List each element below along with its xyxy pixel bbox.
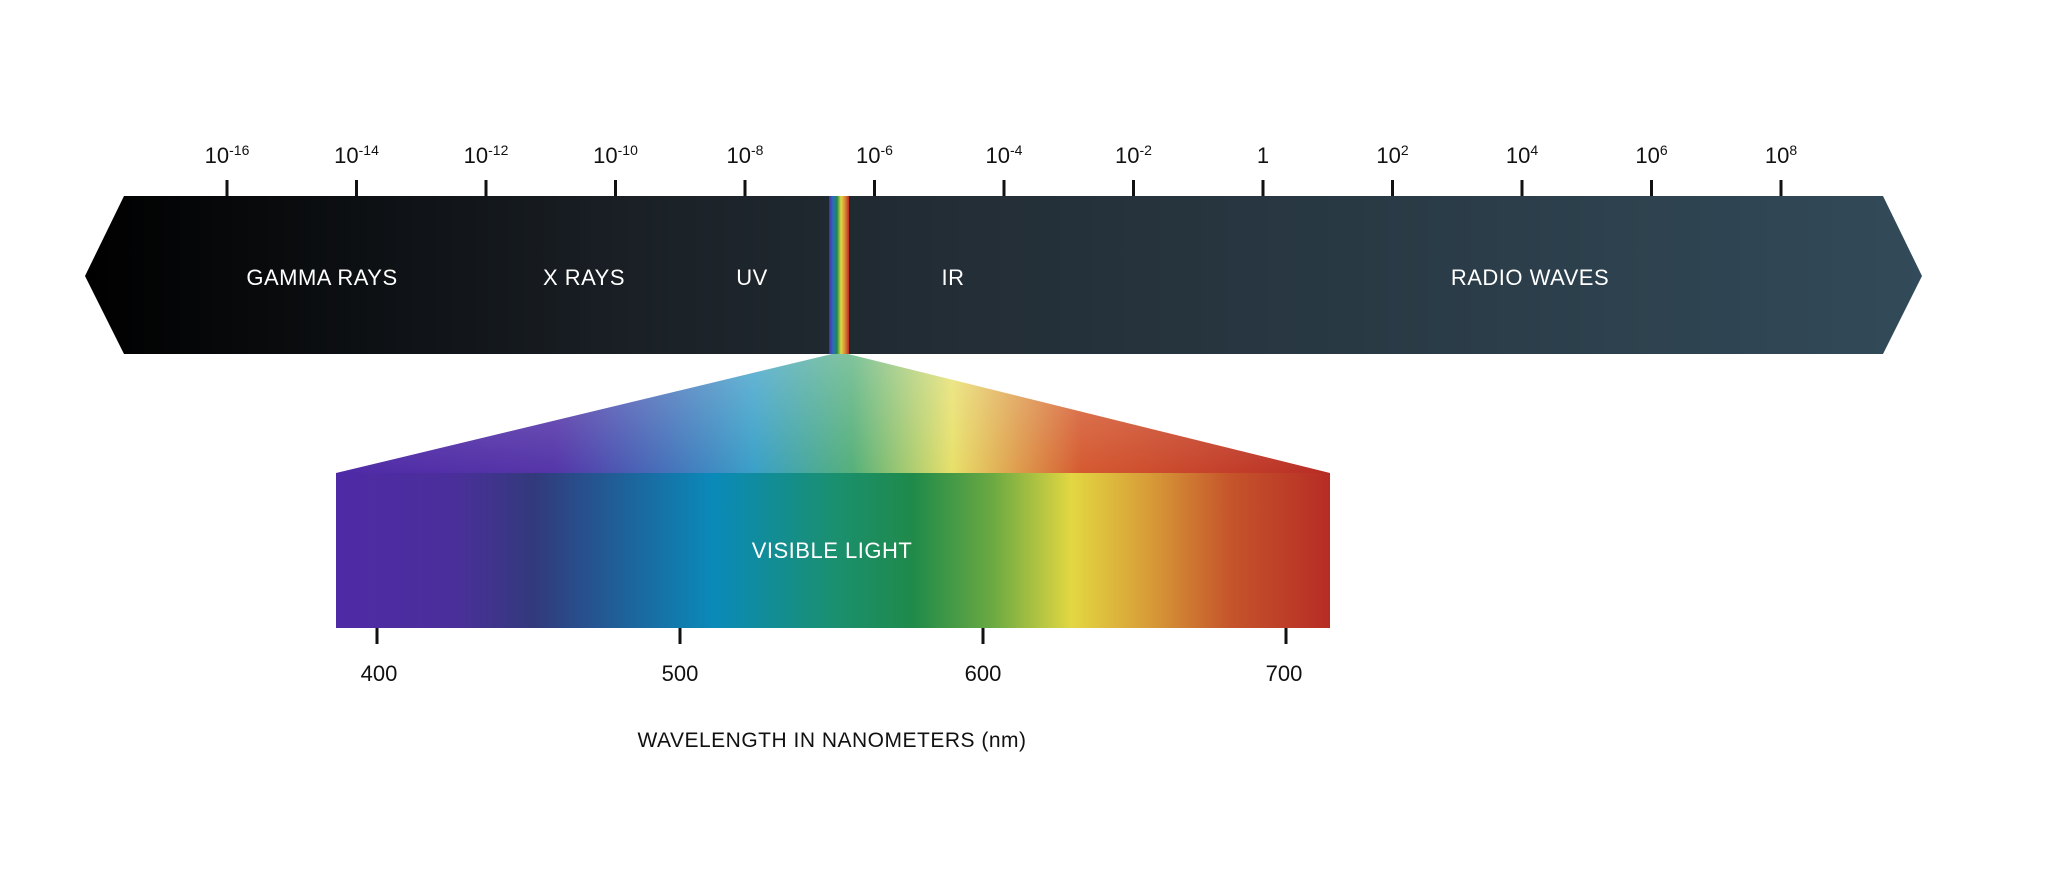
axis-title: WAVELENGTH IN NANOMETERS (nm) [637, 729, 1026, 752]
nm-tick-label-400: 400 [361, 661, 398, 686]
scale-tick-label: 10-12 [464, 142, 509, 168]
scale-tick-label: 104 [1506, 142, 1538, 168]
nm-tick-label-600: 600 [965, 661, 1002, 686]
scale-tick-label: 1 [1257, 143, 1269, 168]
scale-tick-label: 10-10 [593, 142, 638, 168]
visible-light-band [336, 473, 1330, 628]
scale-tick-label: 10-14 [334, 142, 379, 168]
spectrum-bar [85, 196, 1922, 354]
visible-light-fan-highlight [336, 354, 1330, 473]
nm-tick-label-700: 700 [1266, 661, 1303, 686]
wavelength-scale: 10-16 10-14 10-12 10-10 10-8 10-6 10-4 10-2 1 102… [205, 142, 1797, 196]
band-labels: GAMMA RAYS X RAYS UV IR RADIO WAVES [246, 265, 1609, 290]
band-label-ir: IR [942, 265, 965, 290]
scale-tick-label: 102 [1376, 142, 1408, 168]
nanometer-scale: 400 500 600 700 [361, 628, 1303, 686]
visible-light-slit [829, 196, 849, 354]
scale-tick-label: 10-8 [727, 142, 764, 168]
band-label-radio-waves: RADIO WAVES [1451, 265, 1609, 290]
scale-tick-label: 106 [1635, 142, 1667, 168]
visible-light-label: VISIBLE LIGHT [752, 538, 913, 563]
band-label-gamma-rays: GAMMA RAYS [246, 265, 397, 290]
scale-tick-label: 10-6 [856, 142, 893, 168]
scale-tick-label: 10-16 [205, 142, 250, 168]
band-label-x-rays: X RAYS [543, 265, 625, 290]
scale-tick-label: 108 [1765, 142, 1797, 168]
nm-tick-label-500: 500 [662, 661, 699, 686]
scale-tick-label: 10-2 [1115, 142, 1152, 168]
band-label-uv: UV [736, 265, 768, 290]
scale-tick-label: 10-4 [986, 142, 1023, 168]
